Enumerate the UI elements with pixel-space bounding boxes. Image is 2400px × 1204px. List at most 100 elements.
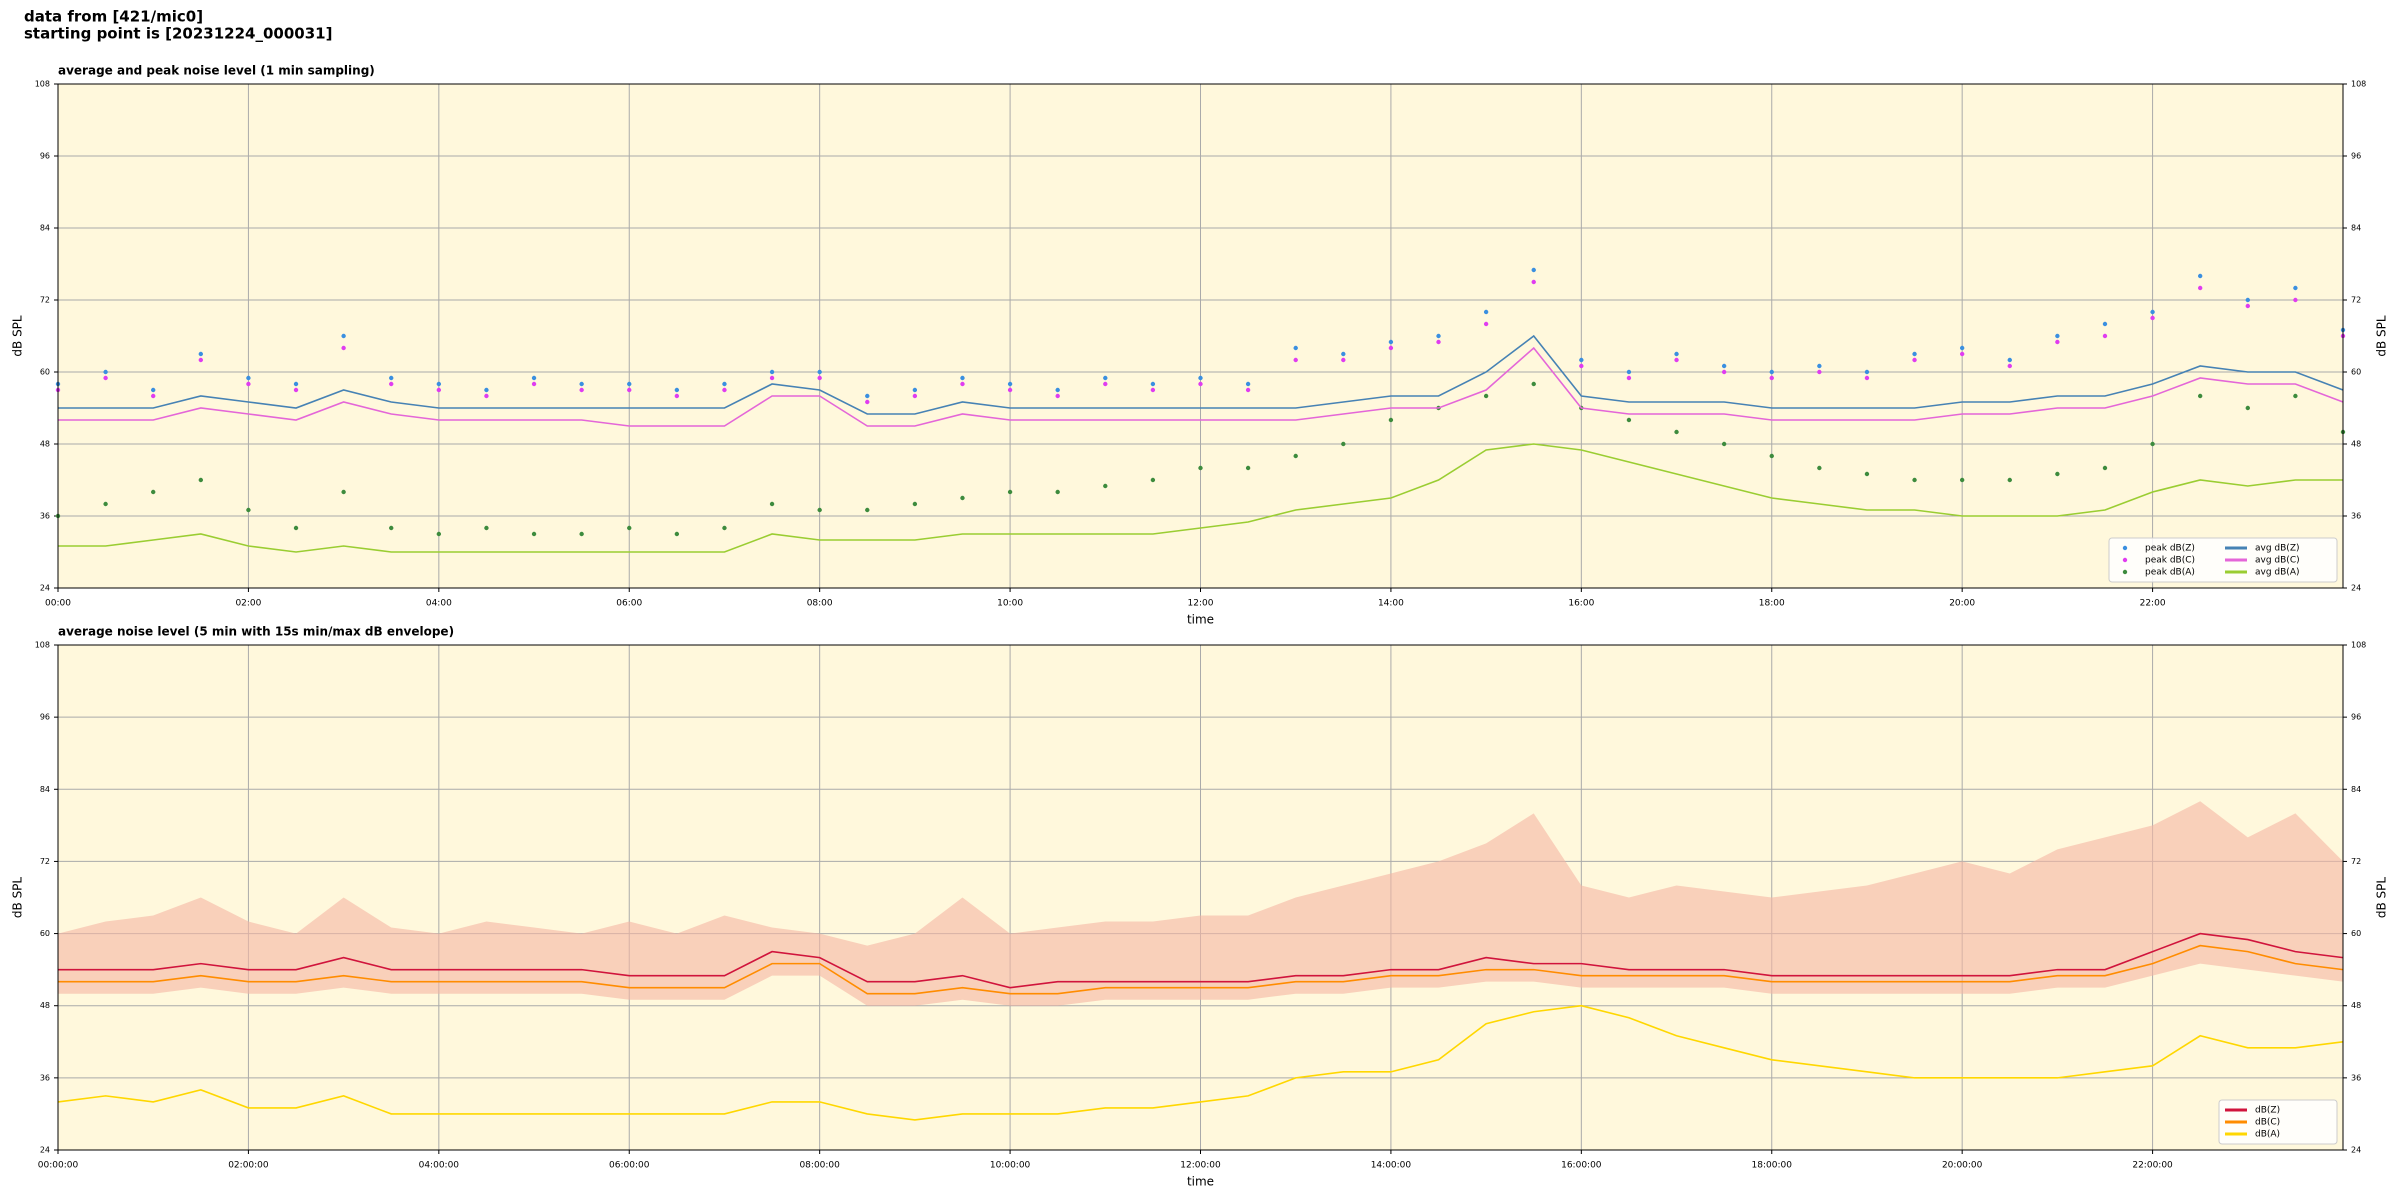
peak-point: [484, 387, 489, 393]
peak-point: [436, 387, 442, 393]
peak-point: [436, 381, 442, 387]
peak-point: [1341, 441, 1346, 447]
y2-tick-label: 84: [2351, 785, 2361, 794]
peak-point: [1198, 381, 1203, 387]
y2-tick-label: 60: [2351, 368, 2361, 377]
peak-point: [293, 525, 299, 531]
y-tick-label: 108: [35, 641, 50, 650]
legend-marker: [2122, 569, 2128, 575]
peak-point: [2102, 465, 2108, 471]
y2-tick-label: 108: [2351, 641, 2366, 650]
legend-label: peak dB(A): [2145, 568, 2195, 578]
peak-point: [2007, 477, 2012, 483]
peak-point: [1198, 375, 1203, 381]
peak-point: [2293, 285, 2298, 291]
peak-point: [2055, 333, 2060, 339]
peak-point: [1293, 453, 1298, 459]
peak-point: [722, 381, 727, 387]
peak-point: [103, 375, 108, 381]
series-line: [58, 443, 2343, 553]
peak-point: [769, 501, 775, 507]
x-tick-label: 12:00: [1188, 599, 1214, 609]
peak-point: [627, 387, 632, 393]
peak-point: [103, 369, 108, 375]
y2-axis-label: dB SPL: [2375, 315, 2389, 357]
y2-tick-label: 36: [2351, 512, 2361, 521]
peak-point: [198, 477, 204, 483]
peak-point: [817, 507, 822, 513]
peak-point: [1912, 477, 1917, 483]
y-tick-label: 60: [40, 368, 50, 377]
peak-point: [960, 495, 965, 501]
peak-point: [1436, 333, 1441, 339]
peak-point: [2007, 363, 2012, 369]
peak-point: [2245, 303, 2250, 309]
peak-point: [103, 501, 108, 507]
peak-point: [722, 387, 727, 393]
plot-frame: [57, 644, 2344, 1151]
peak-point: [912, 501, 918, 507]
legend-label: dB(A): [2255, 1130, 2280, 1140]
x-tick-label: 14:00: [1378, 599, 1404, 609]
peak-point: [769, 375, 775, 381]
x-axis-label: time: [1187, 613, 1214, 627]
peak-point: [2150, 441, 2155, 447]
y-tick-label: 96: [40, 152, 50, 161]
peak-point: [674, 531, 680, 537]
x-tick-label: 20:00:00: [1942, 1161, 1983, 1171]
chart-title: average and peak noise level (1 min samp…: [58, 64, 375, 78]
peak-point: [1721, 369, 1727, 375]
envelope: [58, 801, 2343, 1006]
peak-point: [865, 393, 870, 399]
peak-point: [674, 387, 680, 393]
peak-point: [1388, 417, 1394, 423]
y-tick-label: 108: [35, 80, 50, 89]
y-tick-label: 36: [40, 512, 50, 521]
peak-point: [1769, 375, 1774, 381]
peak-point: [1007, 387, 1013, 393]
x-tick-label: 10:00:00: [990, 1161, 1031, 1171]
peak-point: [531, 531, 537, 537]
legend-label: avg dB(A): [2255, 568, 2299, 578]
y-tick-label: 48: [40, 1001, 50, 1010]
peak-point: [1959, 477, 1965, 483]
peak-point: [1150, 387, 1156, 393]
x-tick-label: 02:00: [235, 599, 261, 609]
peak-point: [2102, 333, 2108, 339]
peak-point: [627, 525, 632, 531]
peak-point: [1483, 321, 1489, 327]
y2-axis-label: dB SPL: [2375, 877, 2389, 919]
y2-tick-label: 36: [2351, 1073, 2361, 1082]
y-tick-label: 84: [40, 785, 50, 794]
peak-point: [1245, 387, 1251, 393]
peak-point: [1388, 345, 1394, 351]
peak-point: [1007, 381, 1013, 387]
y2-tick-label: 48: [2351, 1001, 2361, 1010]
y-tick-label: 84: [40, 224, 50, 233]
peak-point: [389, 375, 394, 381]
peak-point: [2055, 339, 2060, 345]
peak-point: [1674, 429, 1679, 435]
peak-point: [151, 393, 156, 399]
x-tick-label: 18:00: [1759, 599, 1785, 609]
peak-point: [1721, 441, 1727, 447]
x-tick-label: 02:00:00: [228, 1161, 269, 1171]
x-tick-label: 06:00: [616, 599, 642, 609]
plot-frame: [57, 83, 2344, 589]
peak-point: [2150, 315, 2155, 321]
y-tick-label: 60: [40, 929, 50, 938]
y2-tick-label: 48: [2351, 440, 2361, 449]
peak-point: [1959, 351, 1965, 357]
peak-point: [1674, 357, 1679, 363]
peak-point: [817, 369, 822, 375]
peak-point: [436, 531, 442, 537]
peak-point: [1293, 357, 1298, 363]
peak-point: [198, 357, 204, 363]
series-line: [58, 944, 2344, 995]
peak-point: [865, 399, 870, 405]
peak-point: [2293, 297, 2298, 303]
peak-point: [1103, 375, 1108, 381]
peak-point: [722, 525, 727, 531]
peak-point: [1531, 267, 1536, 273]
y-tick-label: 24: [40, 1146, 50, 1155]
